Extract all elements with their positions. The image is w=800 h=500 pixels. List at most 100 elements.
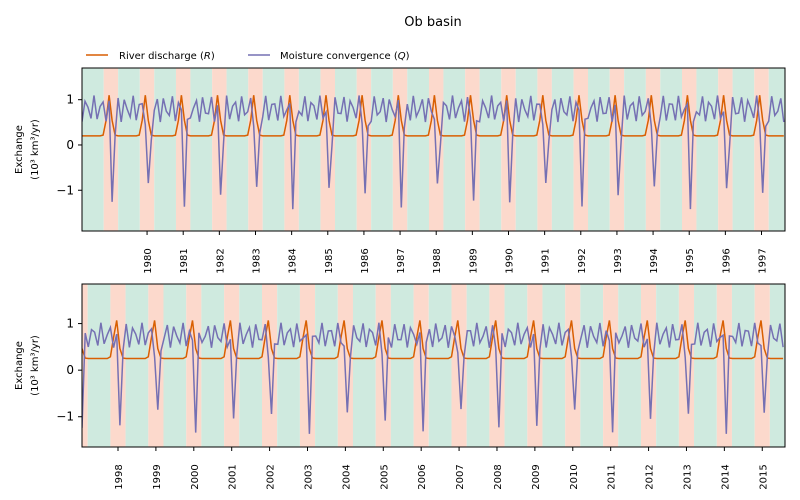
xtick-label: 1986 (360, 248, 371, 273)
season-band-cold (125, 284, 149, 447)
season-band-warm (790, 68, 800, 231)
panel-bottom: 1 0 −1 1998 1999 2000 2001 2002 2003 2004 2005 2006… (14, 283, 800, 490)
xtick-label: 1988 (432, 248, 443, 273)
season-band-cold (407, 68, 429, 231)
season-band-cold (201, 284, 225, 447)
season-band-cold (87, 284, 111, 447)
xtick-label: 2003 (303, 464, 314, 489)
ylabel-line2: (10³ km³/yr) (30, 119, 41, 180)
legend-label-moisture: Moisture convergence (Q) (280, 51, 410, 62)
xtick-label: 1989 (468, 248, 479, 273)
season-band-cold (371, 68, 393, 231)
xtick-label: 2000 (190, 464, 201, 489)
xtick-label: 1999 (152, 464, 163, 489)
xtick-label: 2004 (341, 464, 352, 489)
xtick-label: 1984 (288, 248, 299, 273)
legend: River discharge (R) Moisture convergence… (86, 51, 410, 62)
panel-top: 1 0 −1 1980 1981 1982 1983 1984 1985 1986 1987 1988… (14, 67, 800, 274)
ylabel-line1: Exchange (14, 125, 25, 174)
season-band-cold (190, 68, 213, 231)
xtick-label: 2005 (379, 464, 390, 489)
season-band-cold (768, 68, 785, 231)
xtick-label: 1980 (143, 248, 154, 273)
season-band-cold (466, 284, 490, 447)
ytick-label: −1 (56, 410, 74, 424)
season-band-cold (504, 284, 528, 447)
ytick-label: 1 (66, 93, 74, 107)
season-band-cold (624, 68, 646, 231)
season-band-cold (769, 284, 785, 447)
xtick-label: 2009 (531, 464, 542, 489)
season-shading (82, 284, 800, 447)
xtick-label: 2012 (645, 464, 656, 489)
legend-label-river: River discharge (R) (119, 51, 215, 62)
xtick-label: 1990 (504, 248, 515, 273)
season-band-cold (732, 68, 755, 231)
xtick-label: 2007 (455, 464, 466, 489)
season-band-warm (148, 284, 164, 447)
series-river-discharge (82, 95, 784, 137)
season-band-cold (163, 284, 187, 447)
season-band-cold (731, 284, 755, 447)
season-band-cold (551, 68, 574, 231)
season-band-cold (46, 68, 68, 231)
season-band-cold (262, 68, 285, 231)
season-band-cold (660, 68, 682, 231)
xtick-label: 2015 (758, 464, 769, 489)
xtick-label: 2006 (417, 464, 428, 489)
xtick-label: 1998 (114, 464, 125, 489)
series-river-discharge (82, 320, 784, 360)
season-band-cold (239, 284, 263, 447)
season-band-cold (118, 68, 140, 231)
season-band-cold (352, 284, 376, 447)
season-band-cold (226, 68, 249, 231)
season-band-cold (298, 68, 321, 231)
xtick-label: 2010 (569, 464, 580, 489)
season-band-cold (315, 284, 338, 447)
xtick-label: 2002 (266, 464, 277, 489)
season-band-cold (154, 68, 176, 231)
axes-frame (81, 283, 786, 448)
ylabel-line2: (10³ km³/yr) (30, 335, 41, 396)
ytick-label: 0 (66, 138, 74, 152)
ytick-label: 0 (66, 363, 74, 377)
season-band-cold (479, 68, 502, 231)
xtick-label: 1991 (541, 248, 552, 273)
season-band-cold (335, 68, 357, 231)
xtick-label: 2014 (720, 464, 731, 489)
ytick-label: −1 (56, 183, 74, 197)
xtick-label: 1985 (324, 248, 335, 273)
season-band-cold (696, 68, 719, 231)
season-band-cold (390, 284, 414, 447)
season-band-cold (428, 284, 452, 447)
season-band-cold (542, 284, 566, 447)
ytick-label: 1 (66, 317, 74, 331)
xtick-label: 1997 (758, 248, 769, 273)
xtick-label: 1981 (179, 248, 190, 273)
series-moisture-convergence (82, 95, 785, 210)
axes-frame (81, 67, 786, 232)
xtick-label: 1987 (396, 248, 407, 273)
xtick-label: 1983 (251, 248, 262, 273)
season-band-cold (580, 284, 604, 447)
xtick-label: 2001 (228, 464, 239, 489)
ylabel-line1: Exchange (14, 341, 25, 390)
season-band-cold (277, 284, 300, 447)
xtick-label: 1994 (649, 248, 660, 273)
season-band-cold (656, 284, 679, 447)
season-band-cold (588, 68, 610, 231)
season-band-warm (82, 284, 88, 447)
xtick-label: 1996 (721, 248, 732, 273)
season-band-warm (678, 284, 695, 447)
xtick-label: 1992 (577, 248, 588, 273)
series-moisture-convergence (82, 322, 784, 434)
xtick-label: 1993 (613, 248, 624, 273)
xtick-label: 1995 (685, 248, 696, 273)
season-band-warm (262, 284, 278, 447)
season-band-cold (515, 68, 538, 231)
xtick-label: 2011 (607, 464, 618, 489)
season-band-cold (618, 284, 641, 447)
chart-title: Ob basin (404, 15, 461, 30)
season-band-warm (793, 284, 800, 447)
season-band-cold (82, 68, 104, 231)
